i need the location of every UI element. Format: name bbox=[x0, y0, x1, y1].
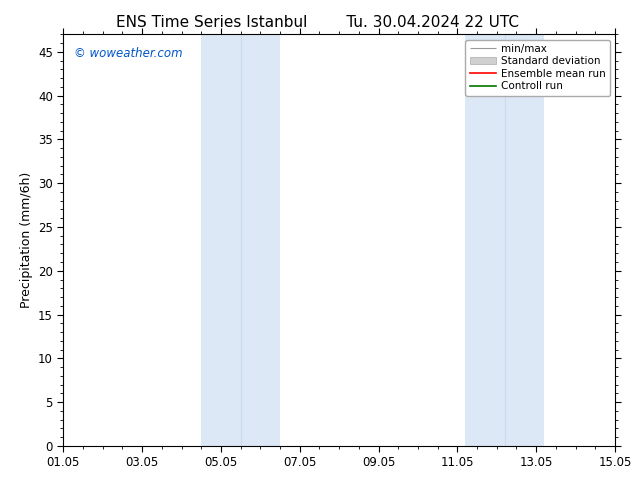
Text: © woweather.com: © woweather.com bbox=[74, 47, 183, 60]
Bar bbox=[465, 34, 544, 446]
Legend: min/max, Standard deviation, Ensemble mean run, Controll run: min/max, Standard deviation, Ensemble me… bbox=[465, 40, 610, 96]
Text: ENS Time Series Istanbul        Tu. 30.04.2024 22 UTC: ENS Time Series Istanbul Tu. 30.04.2024 … bbox=[115, 15, 519, 30]
Y-axis label: Precipitation (mm/6h): Precipitation (mm/6h) bbox=[20, 172, 32, 308]
Bar bbox=[202, 34, 280, 446]
